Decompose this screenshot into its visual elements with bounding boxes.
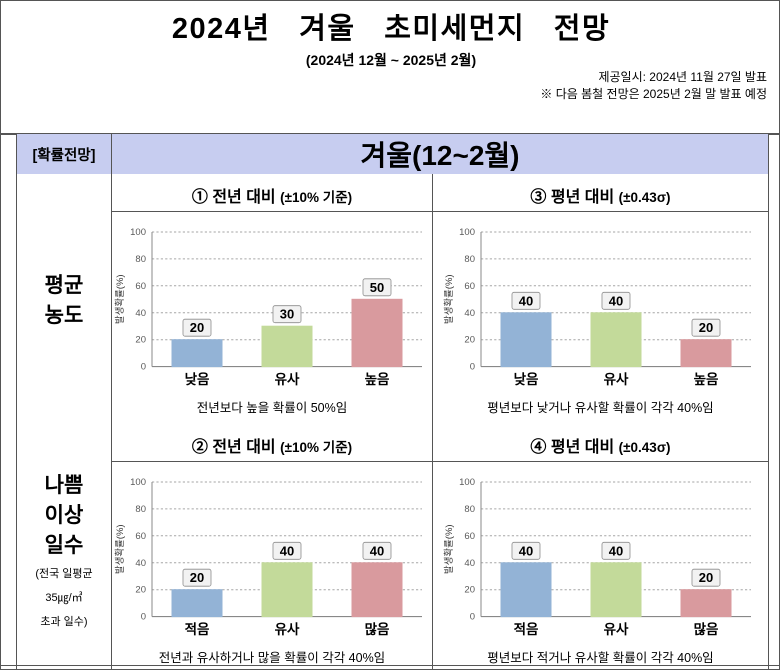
- svg-text:20: 20: [135, 585, 146, 596]
- svg-text:20: 20: [464, 585, 475, 596]
- svg-text:80: 80: [464, 253, 475, 264]
- svg-text:80: 80: [464, 504, 475, 515]
- svg-text:60: 60: [135, 280, 146, 291]
- svg-text:0: 0: [141, 612, 146, 623]
- svg-text:발생확률(%): 발생확률(%): [443, 274, 455, 324]
- svg-text:높음: 높음: [365, 372, 390, 387]
- svg-text:40: 40: [608, 293, 622, 308]
- svg-text:40: 40: [518, 293, 532, 308]
- svg-text:발생확률(%): 발생확률(%): [443, 524, 455, 574]
- svg-text:40: 40: [464, 307, 475, 318]
- svg-text:적음: 적음: [185, 621, 210, 637]
- svg-text:100: 100: [130, 227, 146, 238]
- svg-text:0: 0: [469, 612, 474, 623]
- svg-text:적음: 적음: [513, 621, 538, 637]
- svg-text:80: 80: [135, 504, 146, 515]
- svg-text:40: 40: [464, 558, 475, 569]
- svg-text:60: 60: [135, 531, 146, 542]
- svg-text:20: 20: [190, 570, 204, 585]
- svg-text:20: 20: [698, 320, 712, 335]
- svg-text:유사: 유사: [603, 622, 628, 637]
- svg-text:20: 20: [464, 334, 475, 345]
- svg-text:발생확률(%): 발생확률(%): [114, 524, 126, 574]
- svg-text:40: 40: [608, 543, 622, 558]
- svg-text:많음: 많음: [693, 621, 718, 637]
- svg-text:40: 40: [135, 558, 146, 569]
- svg-text:60: 60: [464, 280, 475, 291]
- svg-text:높음: 높음: [693, 372, 718, 387]
- svg-text:40: 40: [135, 307, 146, 318]
- svg-text:낮음: 낮음: [513, 372, 538, 387]
- svg-text:20: 20: [135, 334, 146, 345]
- svg-text:100: 100: [459, 227, 475, 238]
- svg-text:20: 20: [190, 320, 204, 335]
- svg-text:발생확률(%): 발생확률(%): [114, 274, 126, 324]
- svg-text:50: 50: [370, 279, 384, 294]
- svg-text:60: 60: [464, 531, 475, 542]
- svg-text:80: 80: [135, 253, 146, 264]
- svg-text:40: 40: [518, 543, 532, 558]
- svg-text:유사: 유사: [603, 372, 628, 387]
- svg-text:100: 100: [130, 477, 146, 488]
- svg-text:유사: 유사: [275, 372, 300, 387]
- svg-text:30: 30: [280, 306, 294, 321]
- svg-text:40: 40: [280, 543, 294, 558]
- svg-text:많음: 많음: [365, 621, 390, 637]
- svg-text:40: 40: [370, 543, 384, 558]
- svg-text:100: 100: [459, 477, 475, 488]
- svg-text:낮음: 낮음: [185, 372, 210, 387]
- svg-text:0: 0: [141, 361, 146, 372]
- svg-text:20: 20: [698, 570, 712, 585]
- svg-text:유사: 유사: [275, 622, 300, 637]
- svg-text:0: 0: [469, 361, 474, 372]
